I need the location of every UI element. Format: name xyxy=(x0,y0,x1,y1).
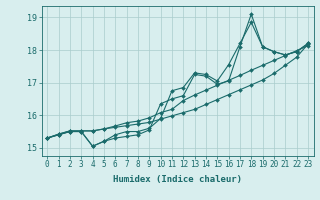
X-axis label: Humidex (Indice chaleur): Humidex (Indice chaleur) xyxy=(113,175,242,184)
